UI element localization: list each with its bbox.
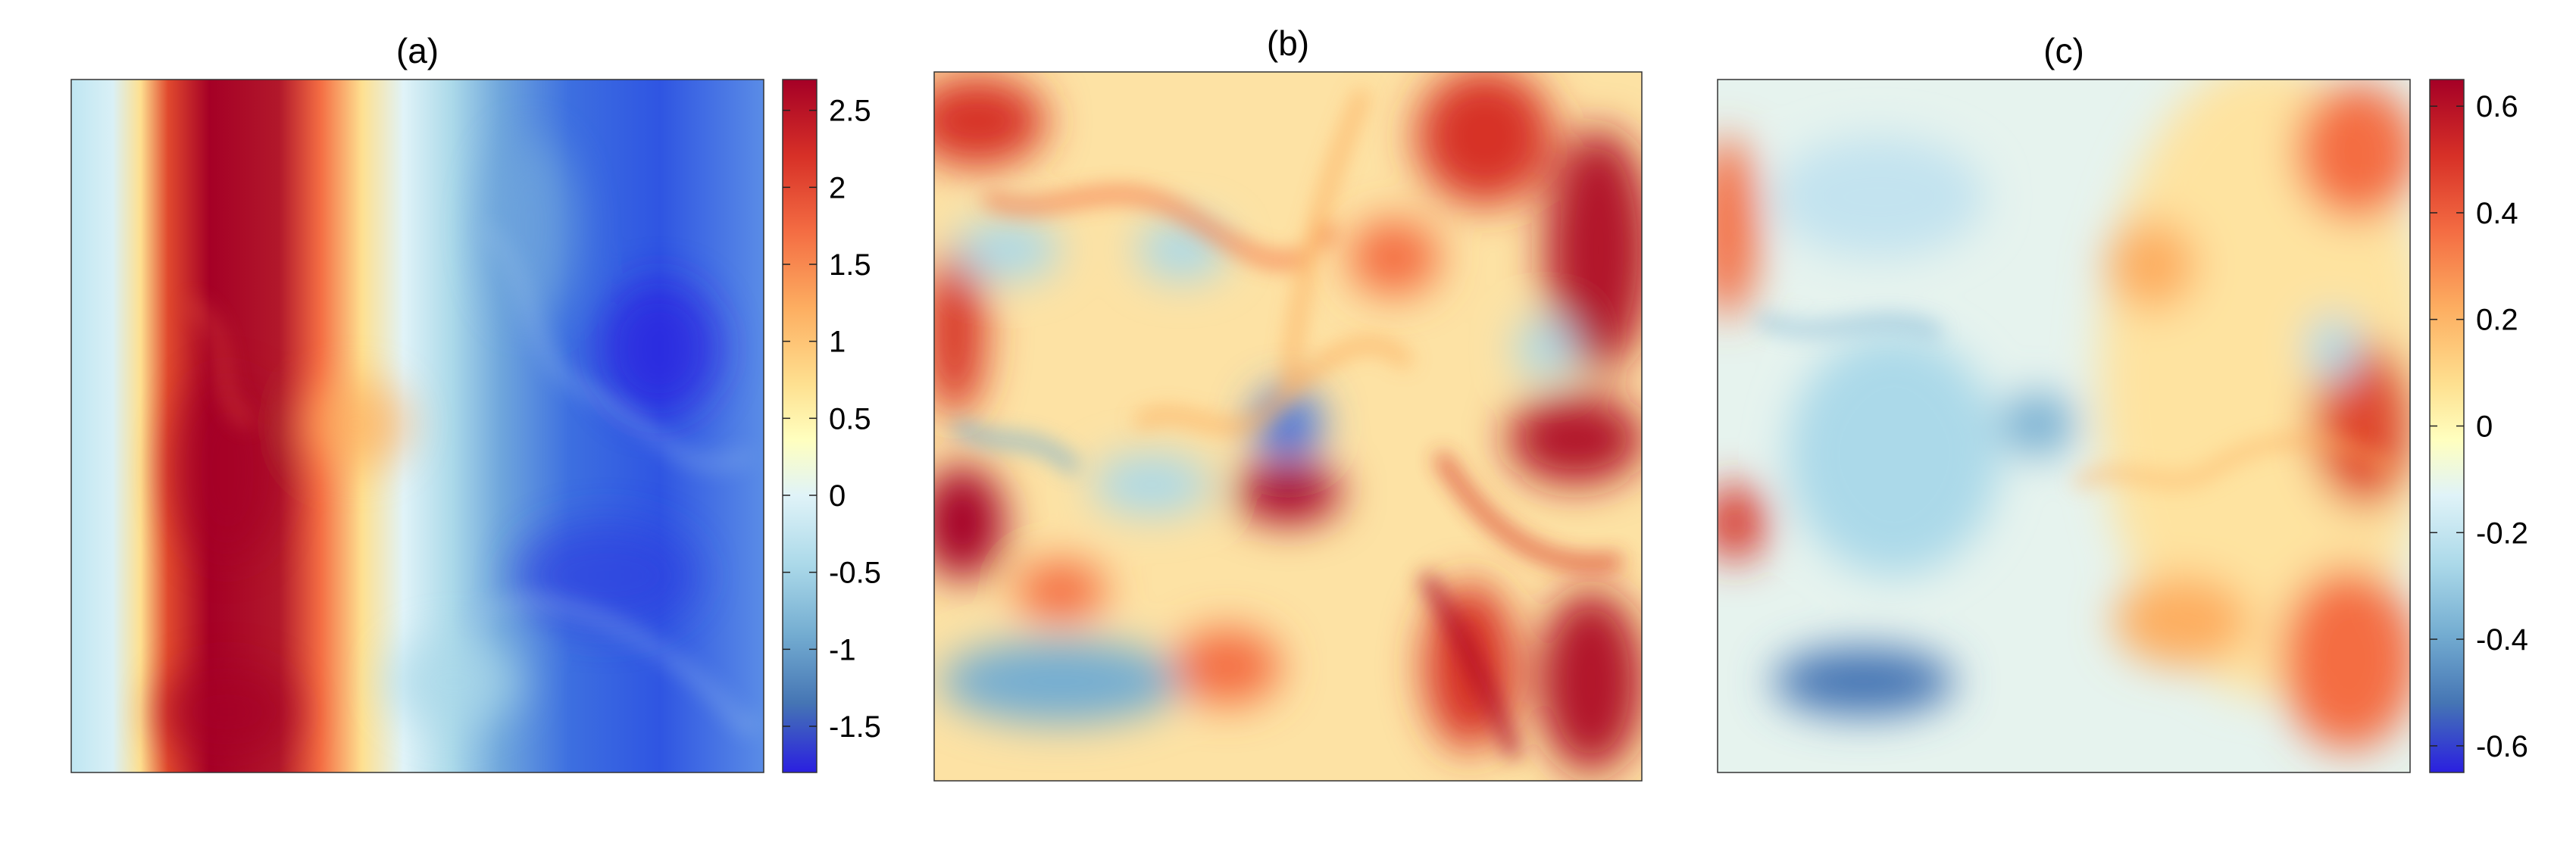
panel-a-colorbar: 2.5 2 1.5 1 0.5 0 -0.5 -1 -1.5 xyxy=(782,79,881,773)
panel-c-frame xyxy=(1717,79,2411,773)
colorbar-c-tick-label: 0.6 xyxy=(2476,90,2518,123)
panel-c-title: (c) xyxy=(2043,31,2084,70)
colorbar-a-tick-label: 0.5 xyxy=(829,402,871,435)
colorbar-a-tick-label: -1.5 xyxy=(829,710,881,744)
panel-a-frame xyxy=(70,79,764,773)
colorbar-c-tick-label: -0.2 xyxy=(2476,517,2528,550)
colorbar-c-tick-label: -0.6 xyxy=(2476,730,2528,763)
colorbar-a-tick-label: 2 xyxy=(829,171,846,204)
panel-a-field xyxy=(71,80,764,772)
colorbar-a-tick-label: 1 xyxy=(829,326,846,359)
colorbar-a-tick-label: 1.5 xyxy=(829,248,871,282)
panel-c-field xyxy=(1718,80,2410,772)
colorbar-a-tick-label: 0 xyxy=(829,479,846,513)
panel-b-frame xyxy=(933,71,1643,782)
panel-b-field xyxy=(934,72,1642,781)
colorbar-a-tick-label: -0.5 xyxy=(829,557,881,590)
colorbar-a-tick-label: 2.5 xyxy=(829,95,871,128)
panel-b-title: (b) xyxy=(1267,23,1309,63)
colorbar-c-tick-label: 0 xyxy=(2476,410,2493,444)
panel-c-colorbar: 0.6 0.4 0.2 0 -0.2 -0.4 -0.6 xyxy=(2429,79,2528,773)
colorbar-c-tick-label: -0.4 xyxy=(2476,623,2528,657)
panel-a-title: (a) xyxy=(396,31,439,70)
colorbar-c-tick-label: 0.4 xyxy=(2476,197,2518,230)
colorbar-c-tick-label: 0.2 xyxy=(2476,304,2518,337)
colorbar-a-tick-label: -1 xyxy=(829,633,856,666)
